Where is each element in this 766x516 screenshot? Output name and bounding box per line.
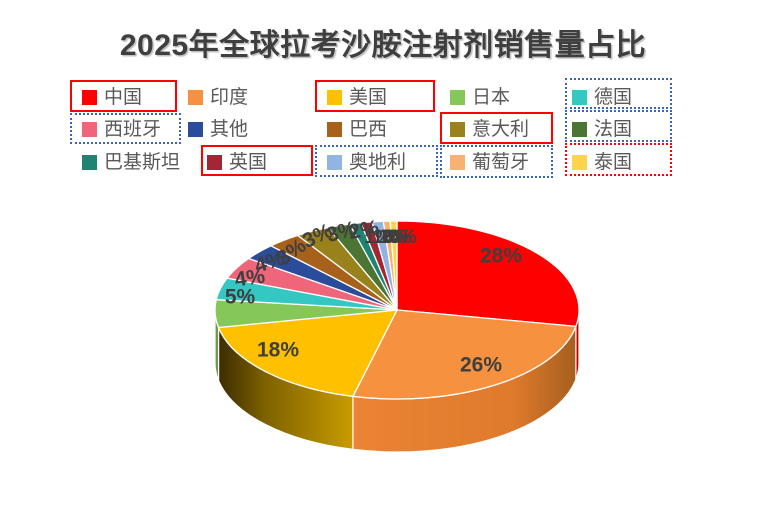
legend-item-india[interactable]: 印度 <box>188 81 248 113</box>
legend-swatch-china <box>82 89 97 105</box>
legend-item-austria[interactable]: 奥地利 <box>327 146 406 178</box>
legend-item-other[interactable]: 其他 <box>188 113 248 145</box>
legend-swatch-austria <box>327 154 342 170</box>
legend-swatch-japan <box>450 89 465 105</box>
legend-swatch-germany <box>572 89 587 105</box>
pie-slice-india[interactable] <box>352 309 577 400</box>
legend-label-italy: 意大利 <box>472 118 530 140</box>
legend-swatch-italy <box>450 121 465 137</box>
pie-label-china: 28% <box>480 245 522 268</box>
legend-swatch-india <box>188 89 203 105</box>
legend-label-japan: 日本 <box>472 86 511 108</box>
legend-item-uk[interactable]: 英国 <box>207 146 267 178</box>
legend-swatch-portugal <box>450 154 465 170</box>
pie-slice-thailand[interactable] <box>389 220 398 311</box>
legend-item-pakistan[interactable]: 巴基斯坦 <box>82 146 180 178</box>
legend-swatch-brazil <box>327 121 342 137</box>
legend-label-portugal: 葡萄牙 <box>472 151 530 173</box>
pie-label-india: 26% <box>460 354 502 377</box>
legend-swatch-other <box>188 121 203 137</box>
pie-label-france: 2% <box>347 216 381 244</box>
legend-label-spain: 西班牙 <box>104 118 162 140</box>
legend-item-portugal[interactable]: 葡萄牙 <box>450 146 529 178</box>
pie-label-pakistan: 1% <box>364 227 392 248</box>
legend-label-france: 法国 <box>594 118 633 140</box>
legend-swatch-pakistan <box>82 154 97 170</box>
legend-label-uk: 英国 <box>229 151 268 173</box>
pie-slice-usa[interactable] <box>217 309 398 398</box>
pie-label-austria: 1% <box>378 227 406 248</box>
legend-label-austria: 奥地利 <box>349 151 407 173</box>
legend-label-usa: 美国 <box>349 86 388 108</box>
legend-label-germany: 德国 <box>594 86 633 108</box>
legend-label-china: 中国 <box>104 86 143 108</box>
legend-item-thailand[interactable]: 泰国 <box>572 146 632 178</box>
legend-swatch-france <box>572 121 587 137</box>
pie-label-portugal: 0% <box>384 227 412 248</box>
pie-label-uk: 1% <box>372 227 400 248</box>
legend-item-france[interactable]: 法国 <box>572 113 632 145</box>
chart-title: 2025年全球拉考沙胺注射剂销售量占比 <box>119 29 647 62</box>
pie-label-thailand: 0% <box>389 227 417 248</box>
legend-item-italy[interactable]: 意大利 <box>450 113 529 145</box>
legend-label-india: 印度 <box>210 86 249 108</box>
legend-swatch-thailand <box>572 154 587 170</box>
legend-label-other: 其他 <box>210 118 249 140</box>
legend-swatch-spain <box>82 121 97 137</box>
legend-label-brazil: 巴西 <box>349 118 388 140</box>
pie-label-germany: 4% <box>233 265 267 292</box>
legend-item-china[interactable]: 中国 <box>82 81 142 113</box>
legend-item-brazil[interactable]: 巴西 <box>327 113 387 145</box>
legend-label-thailand: 泰国 <box>594 151 633 173</box>
legend-item-japan[interactable]: 日本 <box>450 81 510 113</box>
pie-slice-china[interactable] <box>396 220 580 328</box>
legend-swatch-usa <box>327 89 342 105</box>
pie-label-usa: 18% <box>257 339 299 362</box>
legend-item-germany[interactable]: 德国 <box>572 81 632 113</box>
legend-item-usa[interactable]: 美国 <box>327 81 387 113</box>
pie-label-japan: 5% <box>225 286 256 309</box>
legend-label-pakistan: 巴基斯坦 <box>104 151 181 173</box>
legend-swatch-uk <box>207 154 222 170</box>
legend-item-spain[interactable]: 西班牙 <box>82 113 161 145</box>
